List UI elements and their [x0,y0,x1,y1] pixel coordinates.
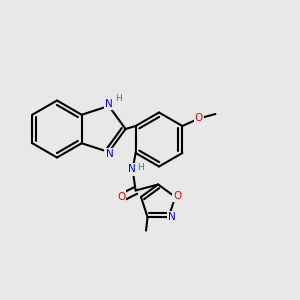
Text: O: O [117,191,125,202]
Text: H: H [115,94,122,103]
Text: N: N [128,164,136,175]
Text: N: N [106,148,113,159]
Text: O: O [195,113,203,124]
Text: O: O [173,191,182,201]
Text: N: N [168,212,176,222]
Text: N: N [105,99,113,110]
Text: H: H [137,163,143,172]
